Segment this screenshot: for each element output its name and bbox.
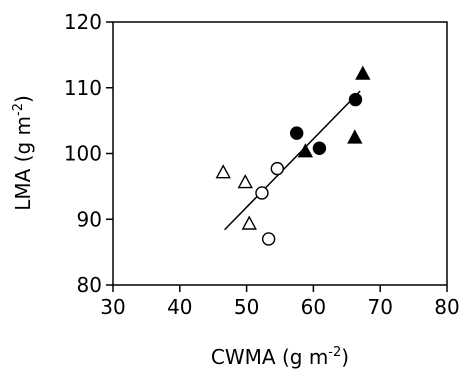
open-circle-point-1 (261, 232, 276, 246)
filled-circle-point-2 (348, 92, 363, 107)
x-tick-label-4: 70 (367, 295, 392, 319)
filled-triangle-point-1 (347, 129, 363, 144)
x-tick-label-2: 50 (234, 295, 259, 319)
y-tick-label-1: 90 (77, 207, 102, 231)
open-triangle-point-2 (241, 215, 257, 230)
y-tick-label-4: 120 (64, 10, 102, 34)
x-tick-label-3: 60 (301, 295, 326, 319)
tick-labels: 30 40 50 60 70 80 80 90 100 110 120 (64, 10, 460, 319)
open-circle-point-0 (255, 186, 269, 200)
y-tick-label-3: 110 (64, 76, 102, 100)
x-tick-label-1: 40 (167, 295, 192, 319)
open-triangle-point-0 (215, 164, 231, 179)
plot-frame (112, 21, 448, 286)
y-tick-label-0: 80 (77, 273, 102, 297)
open-triangle-point-1 (237, 174, 253, 189)
filled-triangle-point-2 (355, 65, 371, 80)
axis-ticks (106, 21, 448, 292)
y-axis-title: LMA (g m-2) (11, 95, 35, 211)
filled-circle-point-1 (312, 141, 327, 155)
fit-line-group (224, 90, 361, 231)
x-tick-label-5: 80 (434, 295, 459, 319)
y-tick-label-2: 100 (64, 142, 102, 166)
filled-triangle-point-0 (297, 143, 314, 158)
filled-circle-point-0 (290, 126, 304, 140)
x-axis-title: CWMA (g m-2) (211, 345, 349, 369)
data-points (215, 65, 371, 246)
open-circle-point-2 (270, 161, 285, 176)
x-tick-label-0: 30 (100, 295, 125, 319)
regression-line (224, 90, 361, 231)
